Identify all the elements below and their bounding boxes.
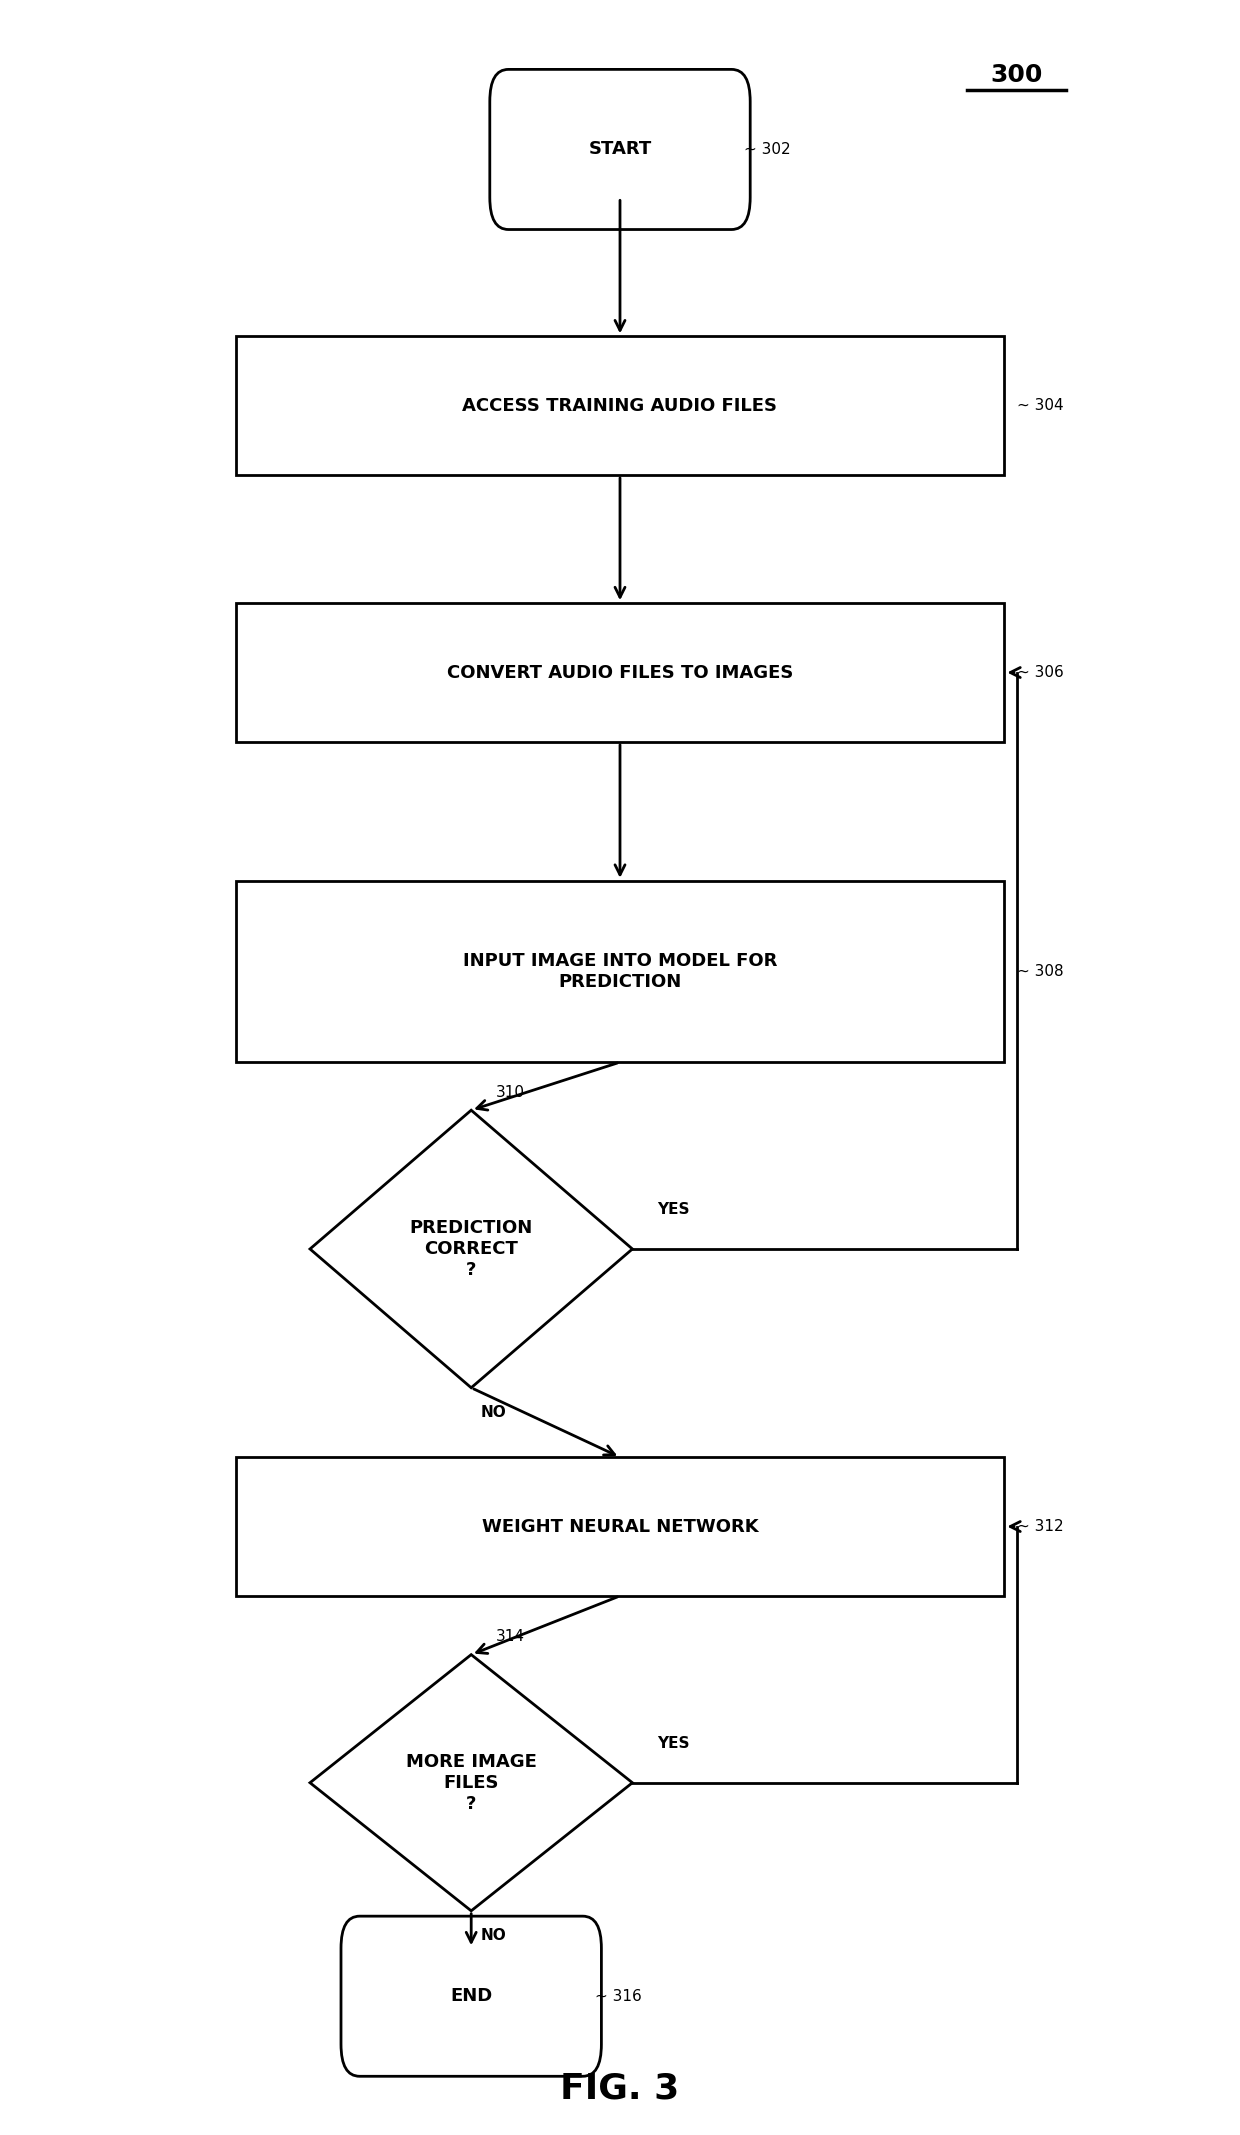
Text: 310: 310 [496,1085,525,1100]
Text: ACCESS TRAINING AUDIO FILES: ACCESS TRAINING AUDIO FILES [463,397,777,414]
Text: CONVERT AUDIO FILES TO IMAGES: CONVERT AUDIO FILES TO IMAGES [446,664,794,681]
Text: WEIGHT NEURAL NETWORK: WEIGHT NEURAL NETWORK [481,1518,759,1535]
Text: ~ 304: ~ 304 [1017,397,1064,414]
Text: MORE IMAGE
FILES
?: MORE IMAGE FILES ? [405,1753,537,1813]
Text: INPUT IMAGE INTO MODEL FOR
PREDICTION: INPUT IMAGE INTO MODEL FOR PREDICTION [463,952,777,991]
Text: FIG. 3: FIG. 3 [560,2071,680,2105]
Text: 314: 314 [496,1629,525,1644]
Bar [236,1458,1004,1597]
Text: ~ 312: ~ 312 [1017,1518,1064,1535]
Text: NO: NO [481,1928,506,1943]
Bar [236,335,1004,474]
Text: ~ 308: ~ 308 [1017,963,1064,980]
Polygon shape [310,1110,632,1388]
Text: ~ 316: ~ 316 [595,1988,642,2005]
Bar [236,880,1004,1061]
Text: ~ 306: ~ 306 [1017,664,1064,681]
Text: PREDICTION
CORRECT
?: PREDICTION CORRECT ? [409,1219,533,1279]
Bar [236,602,1004,741]
Text: YES: YES [657,1736,689,1751]
Text: YES: YES [657,1202,689,1217]
Polygon shape [310,1655,632,1911]
Text: ~ 302: ~ 302 [744,141,791,158]
Text: NO: NO [481,1405,506,1420]
Text: START: START [588,141,652,158]
Text: END: END [450,1988,492,2005]
FancyBboxPatch shape [490,68,750,228]
FancyBboxPatch shape [341,1917,601,2075]
Text: 300: 300 [991,62,1043,88]
